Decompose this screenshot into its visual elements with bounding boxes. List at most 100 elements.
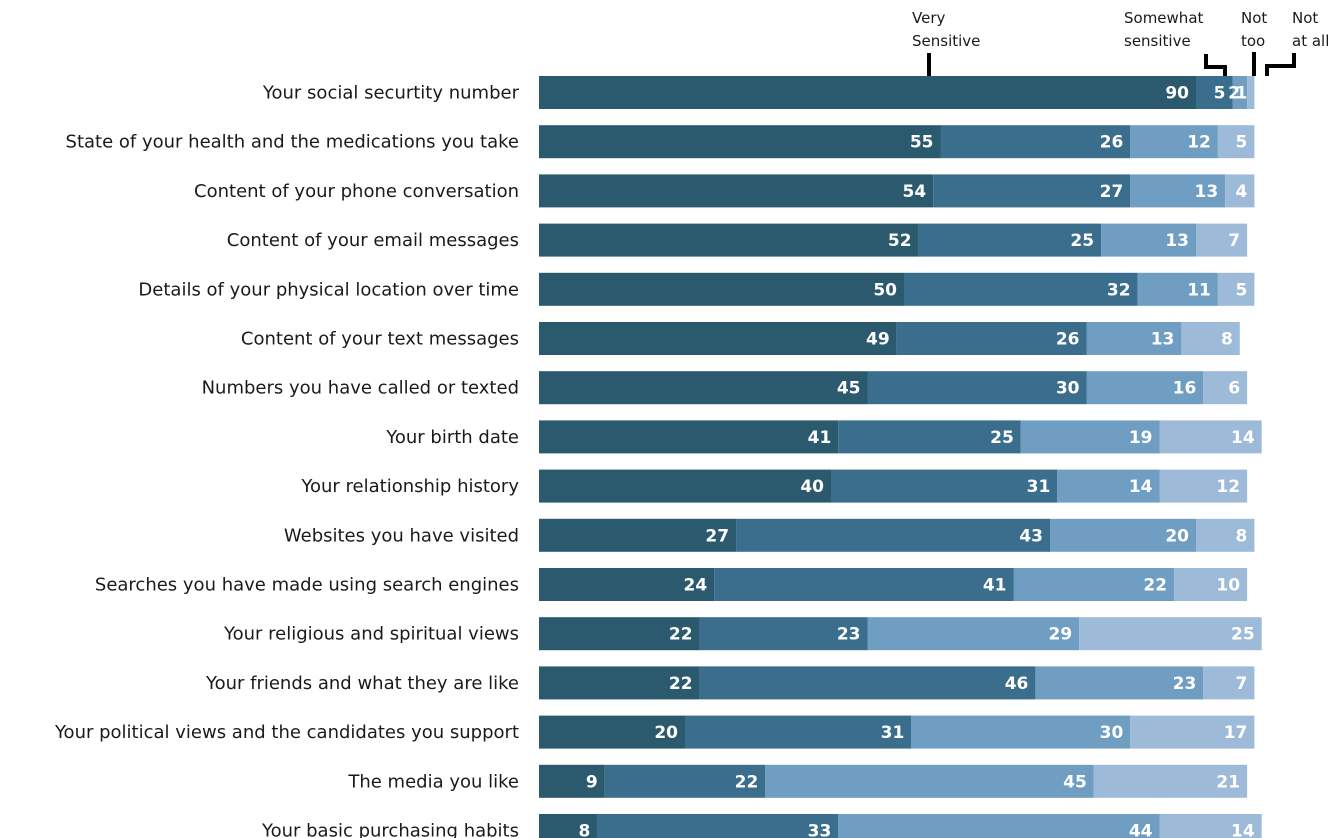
bar-segment bbox=[736, 518, 1050, 552]
legend-very-sensitive-line2: Sensitive bbox=[912, 32, 980, 50]
bar-segment bbox=[1196, 518, 1255, 552]
data-label: 55 bbox=[910, 133, 934, 153]
bar-segment bbox=[539, 125, 941, 159]
data-label: 29 bbox=[1049, 625, 1073, 645]
bar-segment bbox=[765, 764, 1094, 798]
data-label: 14 bbox=[1231, 822, 1255, 838]
bar-segment bbox=[539, 715, 685, 749]
legend-not-too-line2: too bbox=[1241, 32, 1265, 50]
data-label: 30 bbox=[1056, 379, 1080, 399]
bar-segment bbox=[918, 223, 1102, 257]
data-label: 22 bbox=[669, 674, 693, 694]
bar-segment bbox=[1130, 125, 1218, 159]
bar-segment bbox=[831, 469, 1058, 503]
data-label: 32 bbox=[1107, 280, 1131, 300]
category-label: Numbers you have called or texted bbox=[202, 378, 519, 399]
bar-segment bbox=[1057, 469, 1160, 503]
bar-segment bbox=[539, 322, 897, 355]
bar-segment bbox=[911, 715, 1131, 749]
bar-segment bbox=[539, 814, 598, 838]
data-label: 23 bbox=[1173, 674, 1197, 694]
bar-segment bbox=[1137, 272, 1218, 306]
legend-not-at-all-line1: Not bbox=[1292, 9, 1318, 27]
bar-segment bbox=[940, 125, 1131, 159]
bar-segment bbox=[1159, 420, 1262, 454]
data-label: 12 bbox=[1187, 133, 1211, 153]
data-label: 23 bbox=[837, 625, 861, 645]
bar-segment bbox=[1232, 76, 1248, 109]
data-label: 20 bbox=[654, 723, 678, 743]
category-label: The media you like bbox=[347, 771, 519, 792]
data-label: 50 bbox=[873, 280, 897, 300]
bar-segment bbox=[838, 814, 1160, 838]
data-label: 24 bbox=[684, 576, 708, 596]
data-label: 14 bbox=[1231, 428, 1255, 448]
bar-segment bbox=[539, 518, 737, 552]
data-label: 43 bbox=[1019, 526, 1043, 546]
category-label: Websites you have visited bbox=[284, 525, 519, 546]
bar-segment bbox=[699, 617, 868, 651]
bar-segment bbox=[867, 617, 1080, 651]
data-label: 7 bbox=[1236, 674, 1248, 694]
bar-segment bbox=[539, 568, 715, 601]
data-label: 52 bbox=[888, 231, 912, 251]
legend-not-too-line1: Not bbox=[1241, 9, 1267, 27]
data-label: 25 bbox=[1231, 625, 1255, 645]
data-label: 31 bbox=[881, 723, 905, 743]
bar-segment bbox=[539, 174, 934, 208]
legend-not-at-all-line2: at all bbox=[1292, 32, 1329, 50]
legend-leader-somewhat-sensitive bbox=[1204, 54, 1227, 76]
data-label: 22 bbox=[669, 625, 693, 645]
data-label: 41 bbox=[983, 576, 1007, 596]
data-label: 4 bbox=[1236, 182, 1248, 202]
data-label: 17 bbox=[1224, 723, 1248, 743]
data-label: 12 bbox=[1216, 477, 1240, 497]
data-label: 30 bbox=[1100, 723, 1124, 743]
bar-segment bbox=[539, 617, 700, 651]
data-label: 20 bbox=[1165, 526, 1189, 546]
category-label: Your political views and the candidates … bbox=[54, 722, 519, 743]
bar-segment bbox=[1203, 666, 1255, 700]
data-label: 27 bbox=[1100, 182, 1124, 202]
bar-segment bbox=[1130, 174, 1226, 208]
bar-segment bbox=[1174, 568, 1248, 601]
data-label: 8 bbox=[1221, 330, 1233, 350]
category-label: Your birth date bbox=[385, 427, 519, 448]
bar-segment bbox=[1093, 764, 1248, 798]
bar-segment bbox=[539, 223, 919, 257]
category-label: Content of your text messages bbox=[241, 329, 519, 350]
category-label: Your relationship history bbox=[300, 476, 519, 497]
data-label: 13 bbox=[1195, 182, 1219, 202]
bar-segment bbox=[1079, 617, 1262, 651]
data-label: 41 bbox=[808, 428, 832, 448]
data-label: 22 bbox=[735, 772, 759, 792]
chart-legend: Very Sensitive Somewhat sensitive Not to… bbox=[912, 9, 1329, 76]
data-label: 25 bbox=[1070, 231, 1094, 251]
data-label: 26 bbox=[1056, 330, 1080, 350]
category-label: Your social securtity number bbox=[262, 83, 520, 104]
data-label: 44 bbox=[1129, 822, 1153, 838]
bar-segment bbox=[1217, 125, 1255, 159]
bar-segment bbox=[539, 76, 1196, 109]
bar-segment bbox=[1225, 174, 1255, 208]
data-label: 9 bbox=[586, 772, 598, 792]
bar-segment bbox=[1159, 814, 1262, 838]
bar-segment bbox=[896, 322, 1087, 355]
data-label: 1 bbox=[1236, 84, 1248, 104]
bar-segment bbox=[1247, 76, 1255, 109]
bar-segment bbox=[597, 814, 839, 838]
bar-segment bbox=[539, 272, 904, 306]
bar-segment bbox=[539, 420, 839, 454]
category-label: Details of your physical location over t… bbox=[138, 279, 519, 300]
data-label: 54 bbox=[903, 182, 927, 202]
data-label: 46 bbox=[1005, 674, 1029, 694]
bar-segment bbox=[1020, 420, 1160, 454]
legend-somewhat-sensitive-line1: Somewhat bbox=[1124, 9, 1204, 27]
data-label: 21 bbox=[1216, 772, 1240, 792]
bar-segment bbox=[1130, 715, 1255, 749]
data-label: 10 bbox=[1216, 576, 1240, 596]
data-label: 5 bbox=[1236, 280, 1248, 300]
category-label: Searches you have made using search engi… bbox=[95, 575, 519, 596]
